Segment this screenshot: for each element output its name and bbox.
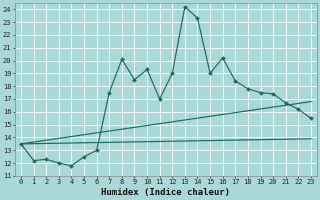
X-axis label: Humidex (Indice chaleur): Humidex (Indice chaleur): [101, 188, 230, 197]
